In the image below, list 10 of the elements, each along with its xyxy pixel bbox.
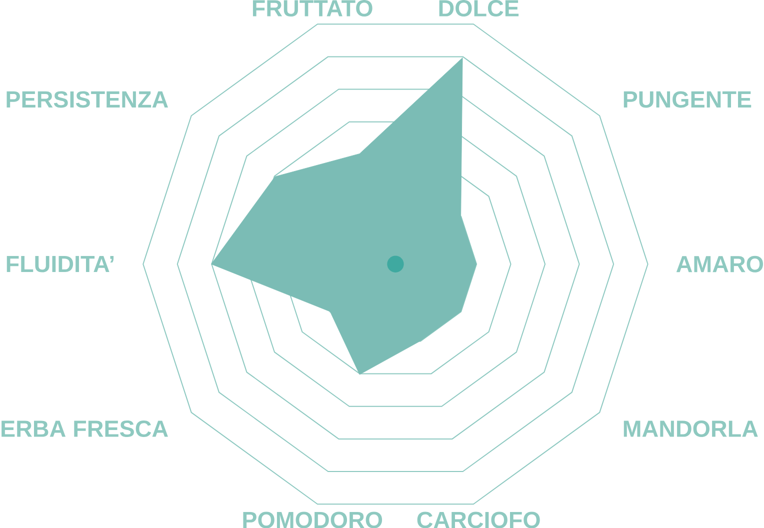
spoke-label: DOLCE	[439, 0, 519, 16]
spoke-label: CARCIOFO	[417, 512, 540, 528]
spoke-label: MANDORLA	[624, 420, 758, 437]
spoke-label: PERSISTENZA	[6, 91, 168, 108]
spoke-label: AMARO	[676, 256, 764, 272]
spoke-label: FLUIDITA’	[6, 256, 114, 272]
spoke-label: PUNGENTE	[624, 91, 752, 108]
spoke-label: POMODORO	[243, 512, 382, 528]
spoke-label: ERBA FRESCA	[2, 420, 168, 437]
spoke-label: FRUTTATO	[252, 0, 372, 16]
